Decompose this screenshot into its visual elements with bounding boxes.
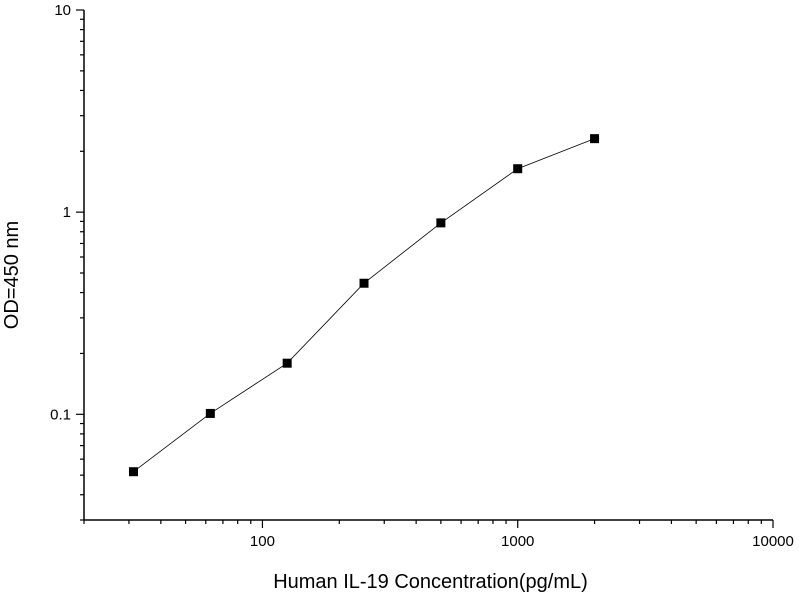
x-tick-label: 100 — [250, 533, 275, 550]
axes — [83, 10, 773, 521]
x-tick-label: 10000 — [752, 533, 794, 550]
y-axis-title: OD=450 nm — [1, 221, 23, 329]
series-layer — [128, 134, 600, 477]
data-point-marker — [282, 358, 292, 368]
series-line — [133, 138, 595, 473]
x-axis-title: Human IL-19 Concentration(pg/mL) — [273, 571, 588, 593]
x-axis-ticks: 100 1000 10000 — [83, 520, 794, 550]
data-point-marker — [128, 467, 138, 477]
x-tick-label: 1000 — [501, 533, 534, 550]
y-axis-ticks: 0.1 1 10 — [50, 2, 84, 521]
data-point-marker — [513, 164, 523, 174]
y-tick-label: 1 — [63, 204, 71, 221]
data-point-marker — [590, 134, 600, 144]
data-point-marker — [359, 278, 369, 288]
data-point-marker — [436, 218, 446, 228]
y-tick-label: 10 — [54, 2, 71, 19]
y-tick-label: 0.1 — [50, 406, 71, 423]
data-point-marker — [205, 408, 215, 418]
